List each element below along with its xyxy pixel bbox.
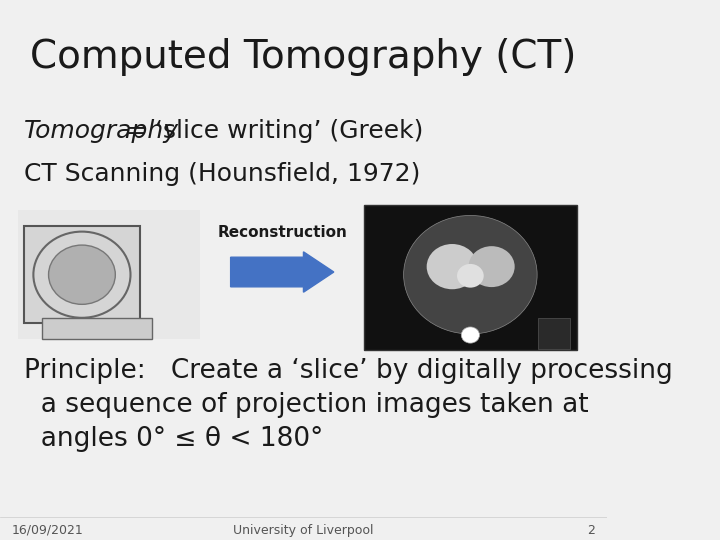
Bar — [24, 226, 140, 323]
Bar — [18, 210, 200, 339]
Text: Tomography: Tomography — [24, 118, 179, 143]
Text: CT Scanning (Hounsfield, 1972): CT Scanning (Hounsfield, 1972) — [24, 161, 420, 186]
Text: Computed Tomography (CT): Computed Tomography (CT) — [30, 38, 577, 76]
Text: University of Liverpool: University of Liverpool — [233, 524, 374, 537]
Bar — [42, 318, 152, 339]
Text: 2: 2 — [587, 524, 595, 537]
Circle shape — [457, 264, 484, 288]
Bar — [364, 205, 577, 350]
Text: 16/09/2021: 16/09/2021 — [12, 524, 84, 537]
Circle shape — [427, 244, 477, 289]
FancyArrow shape — [230, 252, 334, 292]
Text: Principle:   Create a ‘slice’ by digitally processing
  a sequence of projection: Principle: Create a ‘slice’ by digitally… — [24, 358, 673, 452]
Bar — [539, 318, 570, 349]
Circle shape — [48, 245, 115, 305]
Text: = ‘slice writing’ (Greek): = ‘slice writing’ (Greek) — [118, 118, 424, 143]
Circle shape — [469, 246, 515, 287]
Circle shape — [404, 215, 537, 334]
Circle shape — [462, 327, 480, 343]
Text: Reconstruction: Reconstruction — [217, 225, 347, 240]
